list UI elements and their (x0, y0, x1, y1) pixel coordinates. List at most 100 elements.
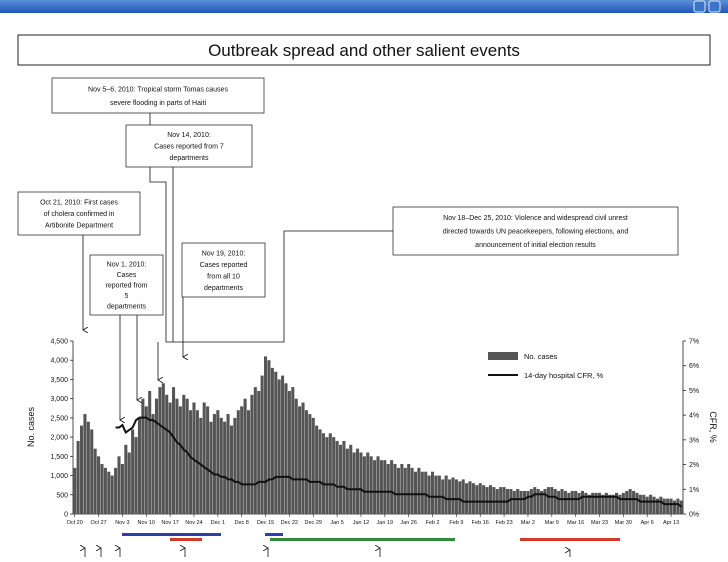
bar (291, 387, 295, 514)
bar (199, 417, 203, 514)
bar (540, 490, 544, 514)
bar (137, 417, 141, 514)
bar (158, 387, 162, 514)
x-tick-label: Mar 16 (567, 520, 584, 526)
bar (131, 429, 135, 514)
bar (165, 394, 169, 514)
bar (178, 406, 182, 514)
annotation-text: departments (170, 155, 209, 162)
bar (100, 464, 104, 514)
bottom-arrows (85, 548, 570, 557)
bar (420, 471, 424, 514)
bar (403, 467, 407, 514)
bar (652, 496, 656, 514)
x-tick-label: Dec 8 (234, 520, 248, 526)
legend-label: 14-day hospital CFR, % (524, 371, 604, 380)
y-tick-label: 0 (64, 512, 68, 519)
y2-tick-label: 4% (689, 413, 699, 420)
annotation-box (89, 254, 164, 316)
annotation-text: of cholera confirmed in (44, 211, 115, 218)
bar (396, 467, 400, 514)
annotation-text: Nov 14, 2010: (167, 132, 211, 139)
bar (298, 406, 302, 514)
y-tick-label: 3,500 (50, 377, 68, 384)
bar (356, 448, 360, 514)
bar (226, 414, 230, 514)
bar (253, 387, 257, 514)
bar (182, 394, 186, 514)
annotation-text: Nov 1, 2010: (107, 262, 147, 269)
bar (536, 489, 540, 514)
y-tick-label: 4,500 (50, 339, 68, 346)
bar (236, 410, 240, 514)
bar (526, 490, 530, 514)
bar (97, 456, 101, 514)
bar (529, 489, 533, 514)
bar (546, 487, 550, 514)
bar (294, 398, 298, 514)
bar (338, 444, 343, 514)
bar (461, 479, 465, 514)
y2-tick-label: 2% (689, 462, 699, 469)
bar (485, 487, 489, 514)
bar (509, 489, 513, 514)
minimize-button[interactable] (693, 0, 706, 13)
y-tick-label: 2,500 (50, 415, 68, 422)
bar (202, 402, 206, 514)
legend-swatch (488, 352, 518, 360)
bar (379, 460, 383, 514)
annotation-connector (166, 230, 393, 343)
x-tick-label: Nov 3 (115, 520, 129, 526)
x-tick-label: Feb 16 (472, 520, 489, 526)
bar (400, 464, 404, 514)
x-tick-label: Feb 2 (425, 520, 439, 526)
bar (587, 494, 591, 514)
bar (628, 489, 632, 514)
bar (410, 467, 414, 514)
bar (107, 471, 111, 514)
x-tick-label: Mar 2 (521, 520, 535, 526)
bar (591, 492, 595, 514)
bar (584, 492, 588, 514)
bar (465, 483, 469, 514)
annotation-text: Artibonite Department (45, 223, 113, 230)
bar (287, 390, 291, 514)
bar (625, 490, 629, 514)
annotation-text: Nov 18–Dec 25, 2010: Violence and widesp… (443, 215, 628, 222)
y2-tick-label: 7% (689, 339, 699, 346)
bar (274, 371, 278, 514)
period-bar (122, 533, 221, 536)
bar (427, 475, 431, 514)
bar (560, 489, 564, 514)
title-box (17, 34, 711, 66)
window-bar (0, 0, 728, 13)
bar (516, 489, 520, 514)
maximize-button[interactable] (708, 0, 721, 13)
bar (335, 440, 339, 514)
y2-tick-label: 0% (689, 512, 699, 519)
bar (171, 387, 176, 514)
bar (567, 492, 571, 514)
bar (114, 467, 118, 514)
bar (216, 410, 220, 514)
bar (672, 500, 677, 514)
bar (512, 490, 516, 514)
x-tick-label: Dec 29 (305, 520, 322, 526)
bar (93, 448, 97, 514)
bar (444, 475, 448, 514)
bar (304, 410, 308, 514)
bar (417, 467, 421, 514)
bar (448, 479, 452, 514)
bar (413, 471, 418, 514)
annotation-text: directed towards UN peacekeepers, follow… (443, 229, 629, 236)
bar (451, 477, 455, 514)
bar (366, 452, 370, 514)
bar (666, 498, 670, 514)
bar (345, 448, 349, 514)
bar (468, 481, 472, 514)
bar (270, 367, 274, 514)
period-bar (170, 538, 202, 541)
bar (243, 398, 247, 514)
bar (608, 494, 612, 514)
